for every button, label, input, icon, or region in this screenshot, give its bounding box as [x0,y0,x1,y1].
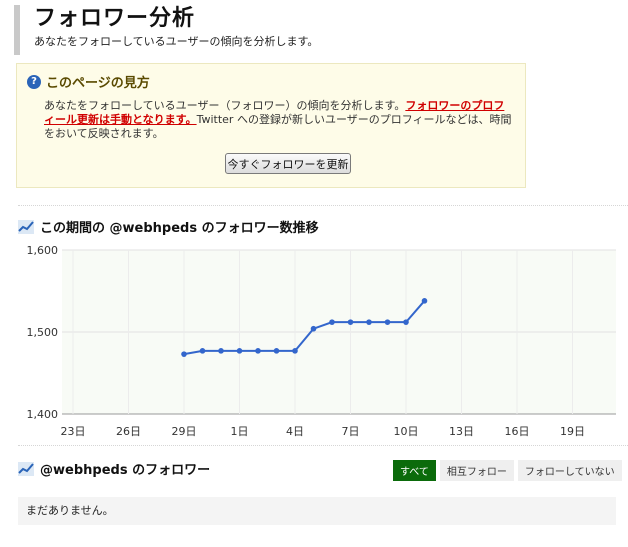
followers-section-title: @webhpeds のフォロワー [40,459,210,478]
data-point [403,319,409,325]
page-header: フォロワー分析 あなたをフォローしているユーザーの傾向を分析します。 [14,5,514,55]
data-point [366,319,372,325]
follower-filter-tabs: すべて 相互フォロー フォローしていない [393,460,622,481]
data-point [292,348,298,354]
x-tick-label: 10日 [394,425,419,438]
x-tick-label: 16日 [505,425,530,438]
chart-section-header: この期間の @webhpeds のフォロワー数推移 [18,217,319,236]
x-tick-label: 13日 [449,425,474,438]
data-point [274,348,280,354]
x-tick-label: 23日 [61,425,86,438]
data-point [348,319,354,325]
follower-trend-chart: 1,400 1,500 1,600 23日 26日 29日 1日 4日 7日 10日 13日 16日 1… [0,240,628,440]
divider [18,205,628,206]
x-tick-label: 1日 [231,425,249,438]
divider [18,445,628,446]
tab-not-following[interactable]: フォローしていない [518,460,622,481]
data-point [237,348,243,354]
data-point [311,326,317,332]
data-point [200,348,206,354]
followers-section-header: @webhpeds のフォロワー [18,459,210,478]
help-text: あなたをフォローしているユーザー（フォロワー）の傾向を分析します。フォロワーのプ… [44,99,514,141]
tab-mutual[interactable]: 相互フォロー [440,460,514,481]
data-point [218,348,224,354]
help-box: ? このページの見方 あなたをフォローしているユーザー（フォロワー）の傾向を分析… [16,63,526,188]
data-point [329,319,335,325]
chart-section-title: この期間の @webhpeds のフォロワー数推移 [40,217,319,236]
x-tick-label: 7日 [342,425,360,438]
x-tick-label: 29日 [172,425,197,438]
y-tick-label: 1,500 [27,326,59,339]
y-tick-label: 1,600 [27,244,59,257]
help-icon: ? [27,75,41,89]
data-point [181,351,187,357]
help-title-text: このページの見方 [46,72,150,91]
update-followers-button[interactable]: 今すぐフォロワーを更新 [225,153,351,174]
tab-all[interactable]: すべて [393,460,436,481]
page-title: フォロワー分析 [34,5,514,33]
x-tick-label: 26日 [116,425,141,438]
data-point [385,319,391,325]
page-subtitle: あなたをフォローしているユーザーの傾向を分析します。 [34,35,514,49]
x-tick-label: 4日 [286,425,304,438]
x-tick-label: 19日 [560,425,585,438]
followers-icon [18,462,34,476]
data-point [255,348,261,354]
chart-icon [18,220,34,234]
data-point [422,298,428,304]
y-tick-label: 1,400 [27,408,59,421]
empty-message: まだありません。 [18,497,616,525]
help-text-1: あなたをフォローしているユーザー（フォロワー）の傾向を分析します。 [44,99,405,112]
help-title: ? このページの見方 [27,72,150,91]
